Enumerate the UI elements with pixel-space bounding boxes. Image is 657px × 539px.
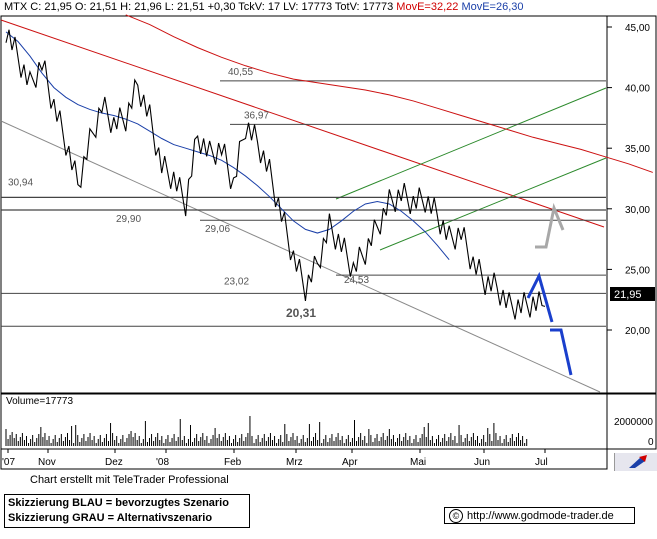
date-axis bbox=[0, 448, 608, 470]
x-tick-label: Jul bbox=[535, 457, 548, 468]
source-url[interactable]: © http://www.godmode-trader.de bbox=[444, 507, 635, 524]
volume-axis-panel bbox=[606, 393, 657, 450]
teletrader-logo bbox=[614, 453, 657, 471]
volume-axis-tick-zero: 0 bbox=[648, 437, 654, 448]
legend-blue-line: Skizzierung BLAU = bevorzugtes Szenario bbox=[8, 497, 229, 509]
blue-scenario-drop bbox=[550, 328, 573, 376]
support-level-label: 36,97 bbox=[244, 110, 269, 121]
y-tick-label: 30,00 bbox=[625, 205, 650, 216]
y-tick-label: 35,00 bbox=[625, 144, 650, 155]
x-tick-label: '08 bbox=[156, 457, 169, 468]
x-tick-label: '07 bbox=[2, 457, 15, 468]
support-level-label: 23,02 bbox=[224, 276, 249, 287]
y-tick-label: 25,00 bbox=[625, 265, 650, 276]
gray-scenario-rally bbox=[535, 202, 565, 249]
x-tick-label: Mai bbox=[410, 457, 426, 468]
move-b-label: MovE=26,30 bbox=[461, 1, 524, 13]
resistance-trendline bbox=[0, 19, 605, 228]
channel-upper-line bbox=[335, 87, 607, 200]
quote-values: MTX C: 21,95 O: 21,51 H: 21,96 L: 21,51 … bbox=[4, 1, 394, 13]
x-tick-label: Apr bbox=[342, 457, 358, 468]
horizontal-levels: 40,55 36,97 30,94 29,90 29,06 24,53 23,02 20,31 bbox=[1, 67, 606, 327]
volume-bars bbox=[5, 416, 528, 446]
price-series-line bbox=[5, 29, 546, 320]
support-level-label: 29,90 bbox=[116, 214, 141, 225]
last-price-label: 21,95 bbox=[614, 289, 642, 301]
source-url-text: http://www.godmode-trader.de bbox=[467, 510, 614, 522]
moving-average-long bbox=[125, 14, 653, 173]
support-level-label: 40,55 bbox=[228, 67, 253, 78]
x-tick-label: Nov bbox=[38, 457, 56, 468]
support-level-label: 20,31 bbox=[286, 306, 316, 320]
volume-axis-tick: 2000000 bbox=[614, 417, 653, 428]
y-tick-label: 45,00 bbox=[625, 23, 650, 34]
copyright-icon: © bbox=[449, 509, 463, 524]
date-axis-labels: '07 Nov Dez '08 Feb Mrz Apr Mai Jun Jul bbox=[2, 449, 548, 468]
scenario-sketches bbox=[526, 202, 573, 376]
scenario-legend: Skizzierung BLAU = bevorzugtes Szenario … bbox=[4, 494, 250, 528]
series-layer bbox=[5, 14, 653, 320]
move-a-label: MovE=32,22 bbox=[396, 1, 459, 13]
support-trendline bbox=[0, 120, 601, 393]
price-axis-labels: 45,00 40,00 35,00 30,00 25,00 20,00 bbox=[607, 23, 650, 337]
x-tick-label: Mrz bbox=[286, 457, 303, 468]
last-price-tag bbox=[610, 287, 655, 301]
channel-lower-line bbox=[379, 157, 607, 251]
blue-scenario-bounce bbox=[526, 271, 554, 323]
legend-gray-line: Skizzierung GRAU = Alternativszenario bbox=[8, 512, 213, 524]
y-tick-label: 20,00 bbox=[625, 326, 650, 337]
y-tick-label: 40,00 bbox=[625, 84, 650, 95]
chart-logo-icon bbox=[629, 455, 647, 468]
support-level-label: 29,06 bbox=[205, 224, 230, 235]
support-level-label: 30,94 bbox=[8, 177, 33, 188]
x-tick-label: Feb bbox=[224, 457, 242, 468]
x-tick-label: Jun bbox=[474, 457, 490, 468]
chart-credit: Chart erstellt mit TeleTrader Profession… bbox=[30, 474, 229, 486]
support-level-label: 24,53 bbox=[344, 275, 369, 286]
x-tick-label: Dez bbox=[105, 457, 123, 468]
volume-label: Volume=17773 bbox=[6, 396, 73, 407]
price-panel bbox=[0, 15, 608, 394]
price-axis-panel bbox=[606, 15, 657, 394]
quote-header: MTX C: 21,95 O: 21,51 H: 21,96 L: 21,51 … bbox=[4, 1, 524, 13]
trend-lines bbox=[0, 19, 607, 393]
